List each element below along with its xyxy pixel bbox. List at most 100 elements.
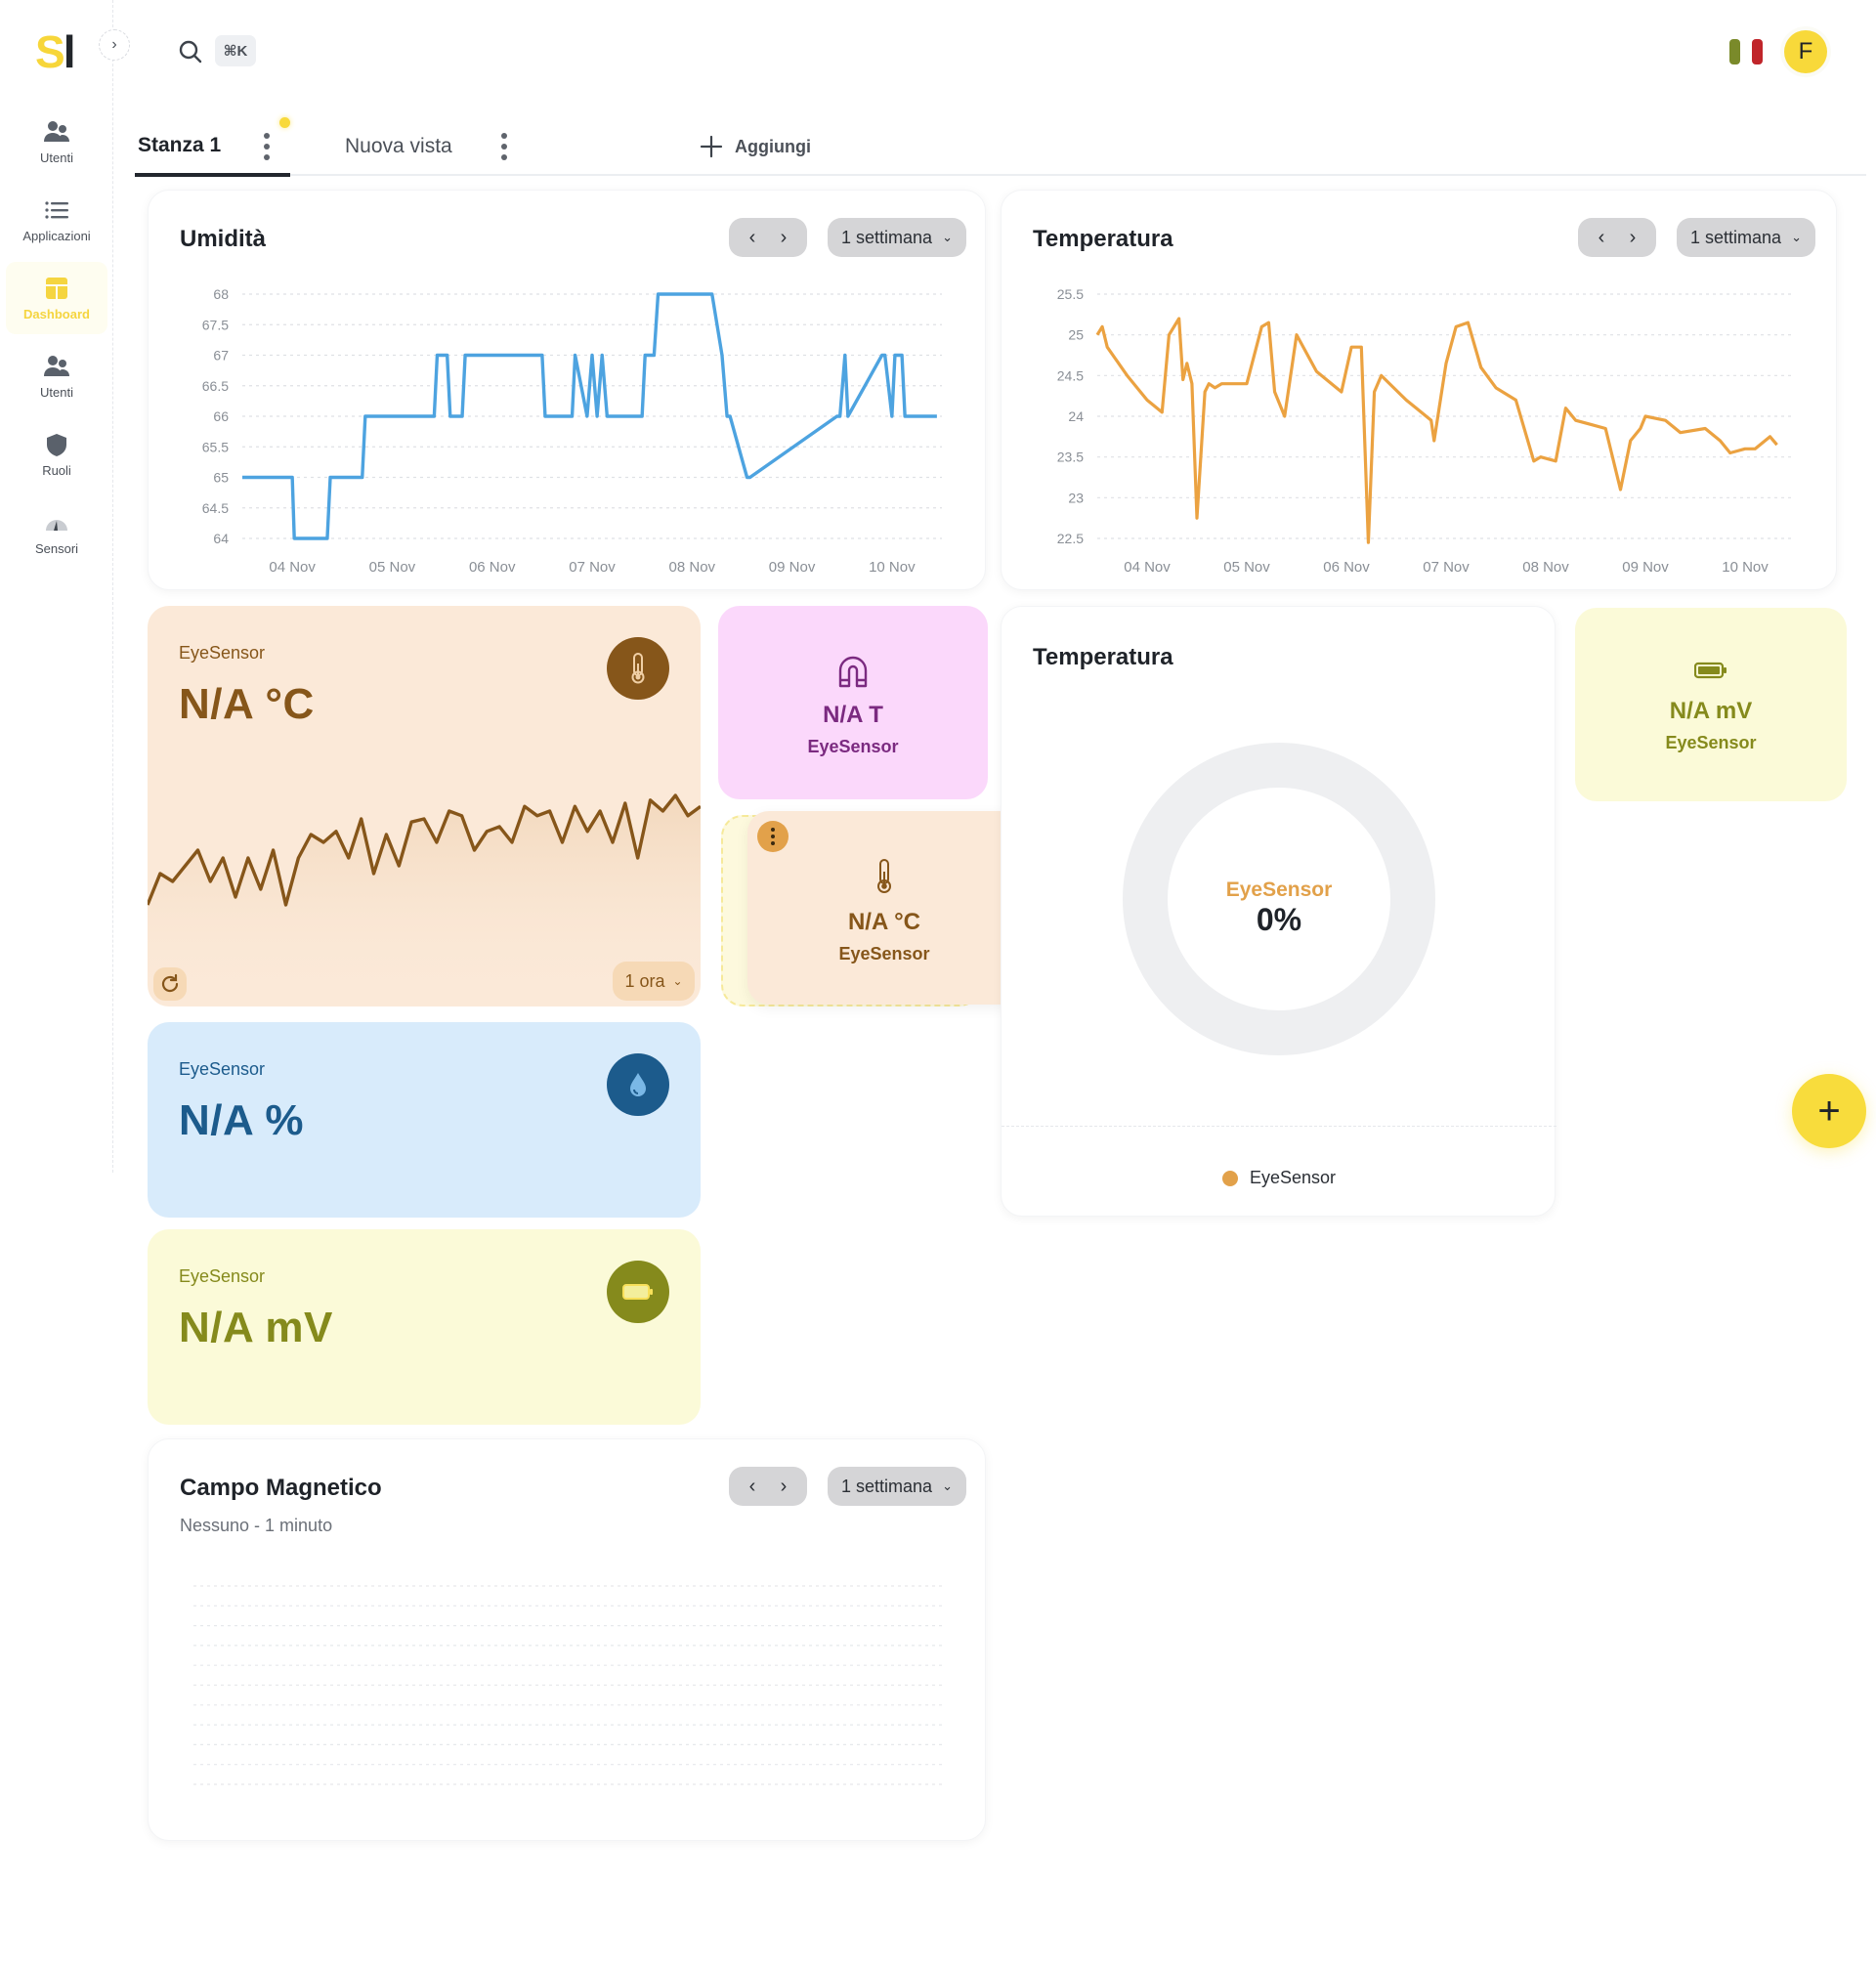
sidebar-item-utenti[interactable]: Utenti [6, 106, 107, 178]
search-shortcut-badge[interactable]: ⌘K [215, 35, 256, 66]
shield-icon [47, 433, 66, 456]
legend-dot-icon [1221, 1170, 1238, 1186]
flag-white-stripe [1740, 39, 1752, 64]
users-icon [44, 355, 69, 376]
tile-menu-button[interactable] [757, 821, 789, 852]
tab-stanza-1[interactable]: Stanza 1 [135, 117, 290, 177]
svg-text:68: 68 [213, 286, 229, 302]
chevron-left-icon[interactable]: ‹ [748, 226, 756, 248]
svg-text:24: 24 [1068, 408, 1084, 424]
svg-text:09 Nov: 09 Nov [1622, 559, 1669, 576]
svg-text:10 Nov: 10 Nov [869, 559, 916, 576]
battery-icon [1694, 662, 1727, 679]
card-title: Umidità [180, 226, 267, 252]
period-pager: ‹ › [1578, 218, 1656, 257]
legend-divider [1002, 1126, 1556, 1127]
donut-chart[interactable] [1122, 742, 1436, 1056]
chevron-left-icon[interactable]: ‹ [748, 1475, 756, 1497]
range-select[interactable]: 1 settimana ⌄ [1677, 218, 1815, 257]
sensor-value: N/A °C [847, 909, 921, 935]
svg-text:66.5: 66.5 [202, 378, 229, 394]
temperature-sparkline [148, 793, 701, 1006]
svg-text:23: 23 [1068, 490, 1084, 505]
refresh-button[interactable] [153, 967, 187, 1001]
svg-text:22.5: 22.5 [1057, 531, 1084, 546]
sensor-name: EyeSensor [179, 1266, 266, 1286]
card-title: Temperatura [1033, 644, 1173, 670]
sidebar-item-sensori[interactable]: Sensori [6, 496, 107, 569]
svg-text:25.5: 25.5 [1057, 286, 1084, 302]
sensor-value: N/A T [823, 702, 883, 728]
humidity-sensor-tile[interactable]: EyeSensor N/A % [148, 1022, 701, 1218]
sidebar-item-dashboard[interactable]: Dashboard [6, 262, 107, 334]
sensor-value: N/A % [179, 1096, 304, 1144]
dashboard-icon [46, 277, 67, 299]
chevron-down-icon: ⌄ [1791, 230, 1802, 244]
add-widget-button[interactable]: + [1792, 1074, 1866, 1148]
battery-sensor-mini-tile[interactable]: N/A mV EyeSensor [1575, 608, 1847, 801]
temperature-sensor-tile[interactable]: EyeSensor N/A °C 1 ora ⌄ [148, 606, 701, 1006]
svg-text:67.5: 67.5 [202, 317, 229, 332]
magnetic-sensor-mini-tile[interactable]: N/A T EyeSensor [718, 606, 988, 799]
language-flag-it[interactable] [1729, 39, 1763, 64]
card-title: Campo Magnetico [180, 1475, 382, 1501]
svg-text:67: 67 [213, 348, 229, 364]
magnetic-field-empty-chart[interactable] [149, 1439, 987, 1842]
sidebar-item-utenti-2[interactable]: Utenti [6, 340, 107, 412]
tab-nuova-vista-menu-icon[interactable] [499, 133, 509, 160]
sensor-name: EyeSensor [179, 643, 266, 663]
chevron-down-icon: ⌄ [942, 1478, 953, 1493]
sparkline-range-select[interactable]: 1 ora ⌄ [613, 962, 695, 1001]
chevron-right-icon[interactable]: › [780, 1475, 788, 1497]
sensor-name: EyeSensor [179, 1059, 266, 1079]
card-title: Temperatura [1033, 226, 1173, 252]
range-select[interactable]: 1 settimana ⌄ [828, 1467, 966, 1506]
sensor-name: EyeSensor [1665, 733, 1757, 752]
search-icon[interactable] [178, 39, 203, 64]
svg-text:24.5: 24.5 [1057, 367, 1084, 383]
sensor-value: N/A °C [179, 680, 315, 728]
donut-center-value: 0% [1256, 902, 1302, 937]
plus-icon [700, 135, 723, 158]
app-logo[interactable]: Sl [35, 26, 75, 77]
sensor-name: EyeSensor [807, 737, 899, 756]
svg-text:07 Nov: 07 Nov [1423, 559, 1470, 576]
svg-text:05 Nov: 05 Nov [369, 559, 416, 576]
sidebar-item-ruoli[interactable]: Ruoli [6, 418, 107, 491]
tab-nuova-vista[interactable]: Nuova vista [345, 135, 452, 157]
battery-sensor-tile[interactable]: EyeSensor N/A mV [148, 1229, 701, 1425]
add-view-button[interactable]: Aggiungi [700, 117, 811, 176]
svg-text:09 Nov: 09 Nov [769, 559, 816, 576]
svg-text:64.5: 64.5 [202, 500, 229, 516]
chevron-right-icon[interactable]: › [780, 226, 788, 248]
temperature-line-chart[interactable]: 22.5 23 23.5 24 24.5 25 25.5 04 Nov 05 Nov 06 Nov… [1002, 191, 1838, 591]
sidebar: Sl Utenti Applicazioni Dashboard Utenti … [0, 0, 113, 1173]
svg-text:64: 64 [213, 531, 229, 546]
user-avatar[interactable]: F [1784, 30, 1827, 73]
refresh-icon [161, 973, 179, 993]
humidity-line-chart[interactable]: 64 64.5 65 65.5 66 66.5 67 67.5 68 04 Nov 05 Nov 06… [149, 191, 987, 591]
svg-text:07 Nov: 07 Nov [569, 559, 616, 576]
chevron-right-icon[interactable]: › [1629, 226, 1637, 248]
range-select[interactable]: 1 settimana ⌄ [828, 218, 966, 257]
plus-icon: + [1817, 1089, 1841, 1133]
period-pager: ‹ › [729, 218, 807, 257]
magnetic-field-chart-card: Campo Magnetico Nessuno - 1 minuto ‹ › 1 … [148, 1438, 986, 1841]
chevron-right-icon: › [111, 36, 117, 53]
sensor-name: EyeSensor [838, 944, 930, 964]
svg-text:65.5: 65.5 [202, 439, 229, 454]
sidebar-expand-button[interactable]: › [99, 29, 130, 61]
users-icon [44, 120, 69, 142]
svg-text:08 Nov: 08 Nov [1522, 559, 1569, 576]
water-drop-icon [607, 1053, 669, 1116]
tab-stanza-1-menu-icon[interactable] [262, 133, 272, 160]
svg-text:23.5: 23.5 [1057, 450, 1084, 465]
temperature-sensor-mini-tile[interactable]: N/A °C EyeSensor [747, 811, 1021, 1005]
sidebar-item-applicazioni[interactable]: Applicazioni [6, 184, 107, 256]
svg-text:10 Nov: 10 Nov [1722, 559, 1769, 576]
svg-text:08 Nov: 08 Nov [669, 559, 716, 576]
chevron-left-icon[interactable]: ‹ [1598, 226, 1605, 248]
svg-text:06 Nov: 06 Nov [469, 559, 516, 576]
magnet-icon [838, 656, 868, 688]
chart-legend: EyeSensor [1002, 1168, 1556, 1188]
